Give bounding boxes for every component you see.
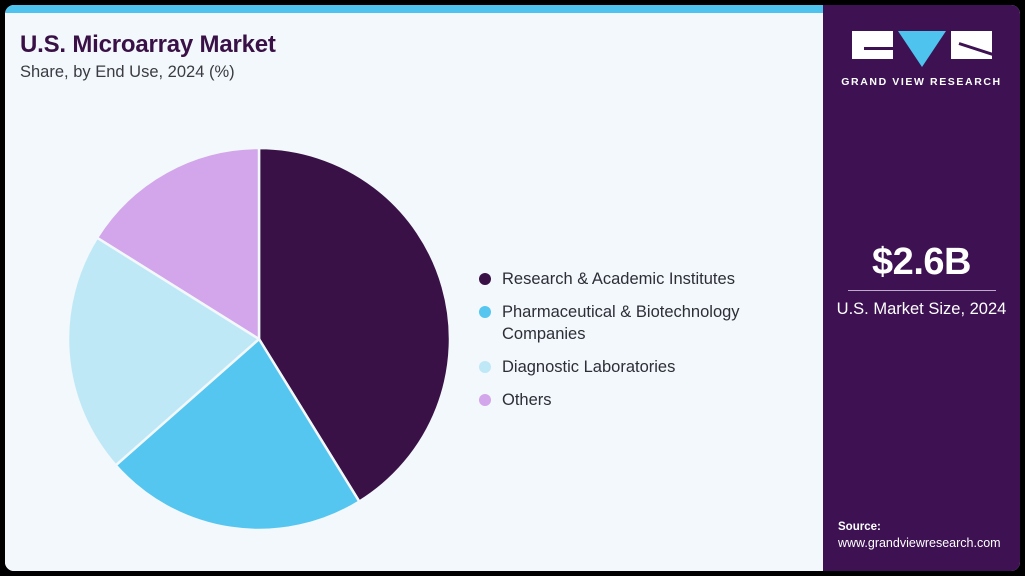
market-size-stat: $2.6B U.S. Market Size, 2024	[823, 241, 1020, 320]
market-size-value: $2.6B	[872, 241, 971, 283]
legend-color-swatch-icon	[479, 394, 491, 406]
page-title: U.S. Microarray Market	[20, 31, 276, 58]
legend-color-swatch-icon	[479, 361, 491, 373]
pie-slice[interactable]	[114, 337, 361, 532]
pie-slice[interactable]	[95, 146, 261, 341]
legend-item[interactable]: Research & Academic Institutes	[479, 268, 809, 290]
pie-chart	[63, 143, 455, 535]
pie-slice[interactable]	[257, 146, 452, 503]
logo-letter-g-icon	[851, 31, 893, 59]
logo-letter-v-triangle-icon	[897, 31, 946, 67]
legend-color-swatch-icon	[479, 306, 491, 318]
source-block: Source: www.grandviewresearch.com	[838, 519, 1012, 552]
source-url[interactable]: www.grandviewresearch.com	[838, 536, 1001, 550]
legend-item-label: Research & Academic Institutes	[502, 270, 735, 288]
chart-legend: Research & Academic Institutes Pharmaceu…	[479, 268, 809, 422]
legend-item[interactable]: Others	[479, 389, 809, 411]
logo-wordmark: GRAND VIEW RESEARCH	[841, 76, 1002, 88]
content-panel: U.S. Microarray Market Share, by End Use…	[5, 13, 823, 571]
chart-card: U.S. Microarray Market Share, by End Use…	[5, 5, 1020, 571]
legend-item[interactable]: Pharmaceutical & Biotechnology Companies	[479, 301, 809, 345]
legend-item[interactable]: Diagnostic Laboratories	[479, 356, 809, 378]
legend-item-label: Diagnostic Laboratories	[502, 358, 676, 376]
pie-slice-group	[66, 146, 452, 532]
logo-letter-r-icon	[950, 31, 992, 59]
top-accent-bar	[5, 5, 823, 13]
brand-panel: GRAND VIEW RESEARCH $2.6B U.S. Market Si…	[823, 5, 1020, 571]
page-subtitle: Share, by End Use, 2024 (%)	[20, 63, 235, 81]
grand-view-research-logo: GRAND VIEW RESEARCH	[823, 31, 1020, 88]
stat-divider	[847, 290, 996, 291]
pie-chart-svg	[66, 146, 452, 532]
legend-color-swatch-icon	[479, 273, 491, 285]
legend-item-label: Pharmaceutical & Biotechnology Companies	[502, 303, 740, 343]
market-size-caption: U.S. Market Size, 2024	[836, 300, 1007, 318]
pie-slice[interactable]	[66, 236, 261, 467]
source-label: Source:	[838, 521, 881, 533]
logo-marks	[823, 31, 1020, 67]
legend-item-label: Others	[502, 391, 552, 409]
